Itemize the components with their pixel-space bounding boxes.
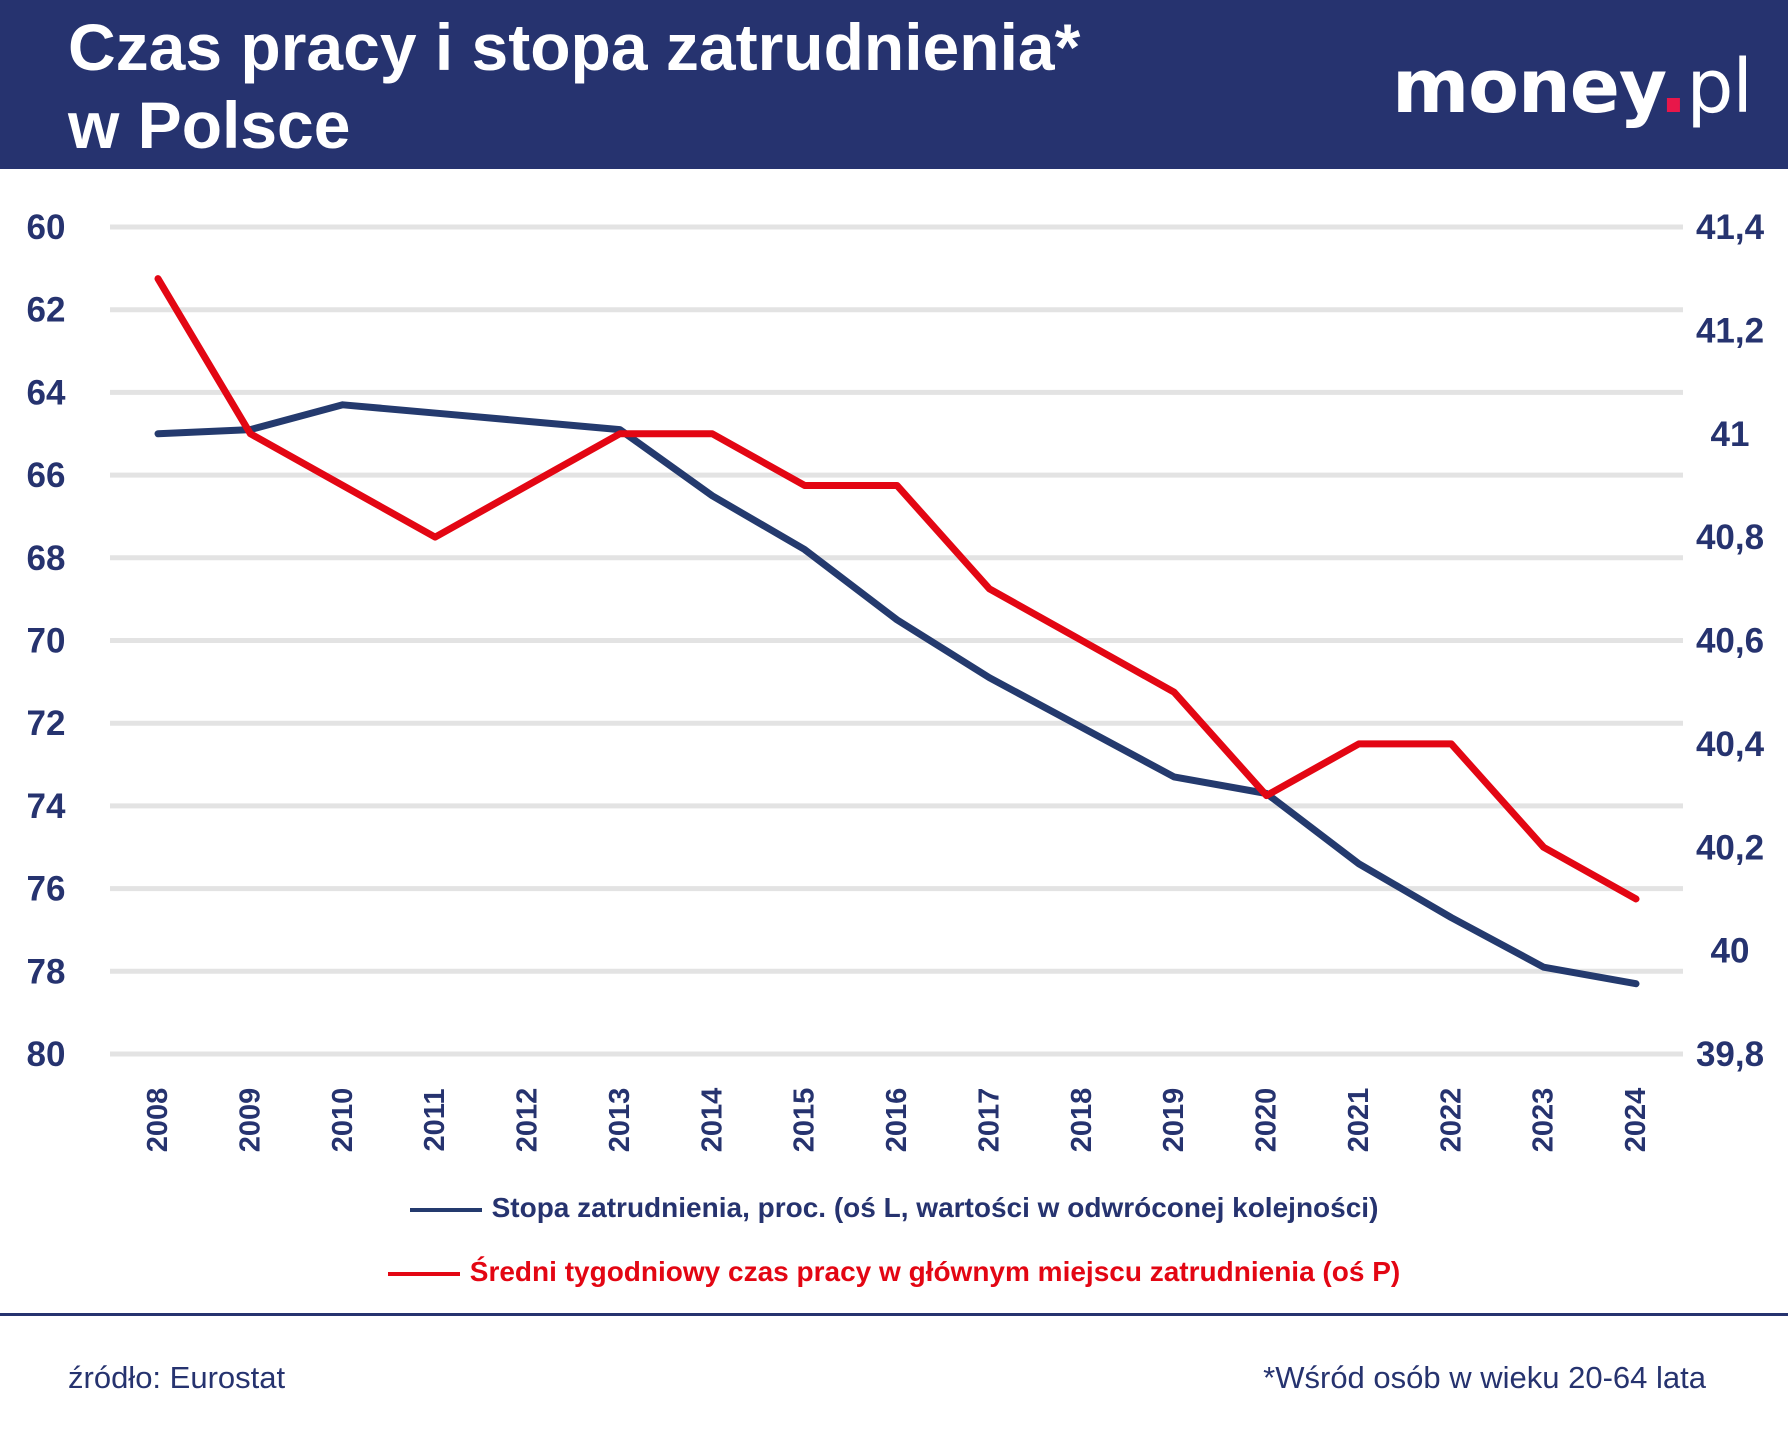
- title-line-1: Czas pracy i stopa zatrudnienia*: [68, 10, 1081, 84]
- x-axis-tick: 2015: [789, 1088, 821, 1153]
- x-axis-tick: 2022: [1435, 1088, 1467, 1153]
- legend-label: Średni tygodniowy czas pracy w głównym m…: [469, 1256, 1401, 1287]
- x-axis-tick: 2010: [327, 1088, 359, 1153]
- x-axis-tick: 2019: [1158, 1088, 1190, 1153]
- right-axis-tick: 40,6: [1696, 622, 1764, 661]
- title-line-2: w Polsce: [68, 88, 351, 162]
- legend-label: Stopa zatrudnienia, proc. (oś L, wartośc…: [491, 1192, 1379, 1223]
- right-axis-tick: 41,4: [1696, 208, 1765, 247]
- x-axis-tick: 2016: [881, 1088, 913, 1153]
- x-axis-tick: 2011: [419, 1089, 451, 1152]
- x-axis-tick: 2014: [696, 1088, 728, 1153]
- line-chart: 60 62 64 66 68 70 72 74 76 78 80 41,4 41,2 41 40,8 40,6…: [27, 208, 1765, 1153]
- left-axis-tick: 70: [27, 622, 66, 661]
- left-axis-tick: 64: [27, 373, 66, 412]
- x-axis-tick: 2020: [1251, 1088, 1283, 1153]
- left-axis-tick: 74: [27, 787, 66, 826]
- left-axis-tick: 66: [27, 456, 66, 495]
- x-axis-tick: 2013: [604, 1088, 636, 1153]
- x-axis-tick: 2012: [512, 1088, 544, 1153]
- footnote: *Wśród osób w wieku 20-64 lata: [1263, 1360, 1706, 1395]
- right-axis-tick: 39,8: [1696, 1035, 1764, 1074]
- left-axis-tick: 80: [27, 1035, 66, 1074]
- right-axis-tick: 41: [1711, 415, 1750, 454]
- money-pl-logo: money.pl: [1392, 44, 1753, 130]
- source-note: źródło: Eurostat: [68, 1360, 286, 1395]
- left-axis-tick: 72: [27, 704, 66, 743]
- right-axis-tick: 40,2: [1696, 828, 1764, 867]
- left-axis-tick: 62: [27, 291, 66, 330]
- x-axis-tick: 2018: [1066, 1088, 1098, 1153]
- right-axis-tick: 40: [1711, 932, 1750, 971]
- divider: [0, 1313, 1788, 1316]
- header: Czas pracy i stopa zatrudnienia* w Polsc…: [0, 0, 1788, 169]
- left-axis-tick: 78: [27, 952, 66, 991]
- x-axis-tick: 2017: [973, 1088, 1005, 1153]
- chart-title: Czas pracy i stopa zatrudnienia* w Polsc…: [68, 8, 1080, 164]
- x-axis-tick: 2021: [1343, 1088, 1375, 1153]
- x-axis-tick: 2023: [1528, 1088, 1560, 1153]
- right-axis-tick: 41,2: [1696, 311, 1764, 350]
- series-line-employment: [154, 401, 1640, 988]
- left-axis-tick: 68: [27, 539, 66, 578]
- legend-swatch-blue: [409, 1207, 482, 1212]
- x-axis-tick: 2008: [142, 1088, 174, 1153]
- legend-item-employment: Stopa zatrudnienia, proc. (oś L, wartośc…: [0, 1192, 1788, 1224]
- legend-item-hours: Średni tygodniowy czas pracy w głównym m…: [0, 1256, 1788, 1288]
- legend-swatch-red: [387, 1271, 460, 1276]
- x-axis-tick: 2009: [234, 1088, 266, 1153]
- right-axis-tick: 40,4: [1696, 725, 1765, 764]
- left-axis-tick: 76: [27, 870, 66, 909]
- right-axis-tick: 40,8: [1696, 518, 1764, 557]
- x-axis-tick: 2024: [1620, 1088, 1652, 1153]
- left-axis-tick: 60: [27, 208, 66, 247]
